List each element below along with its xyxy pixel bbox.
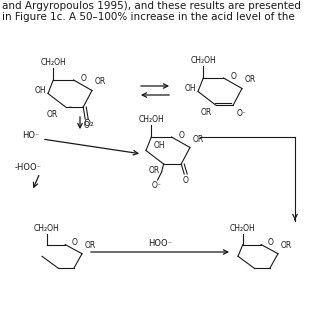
Text: HOO⁻: HOO⁻ — [148, 239, 172, 248]
Text: OR: OR — [281, 241, 292, 250]
Text: OR: OR — [148, 166, 160, 175]
Text: OR: OR — [46, 110, 58, 119]
Text: O: O — [81, 74, 87, 83]
Text: O⁻: O⁻ — [236, 109, 246, 118]
Text: O⁻: O⁻ — [152, 181, 162, 190]
Text: CH₂OH: CH₂OH — [230, 224, 256, 233]
Text: OR: OR — [245, 76, 256, 84]
Text: OR: OR — [200, 108, 212, 117]
Text: in Figure 1c. A 50–100% increase in the acid level of the: in Figure 1c. A 50–100% increase in the … — [2, 12, 295, 22]
Text: O: O — [231, 72, 237, 81]
Text: CH₂OH: CH₂OH — [190, 56, 216, 65]
Text: O: O — [268, 238, 274, 247]
Text: ⁻: ⁻ — [68, 106, 72, 111]
Text: O: O — [182, 176, 188, 185]
Text: CH₂OH: CH₂OH — [139, 115, 164, 124]
Text: O: O — [72, 238, 77, 247]
Text: CH₂OH: CH₂OH — [40, 58, 66, 67]
Text: OH: OH — [34, 86, 46, 95]
Text: CH₂OH: CH₂OH — [34, 224, 60, 233]
Text: HO⁻: HO⁻ — [22, 131, 39, 140]
Text: OH: OH — [184, 84, 196, 93]
Text: and Argyropoulos 1995), and these results are presented: and Argyropoulos 1995), and these result… — [2, 1, 301, 11]
Text: O: O — [83, 121, 89, 130]
Text: O₂: O₂ — [83, 118, 94, 127]
Text: OH: OH — [154, 141, 166, 150]
Text: O: O — [179, 131, 185, 140]
Text: OR: OR — [95, 77, 106, 86]
Text: OR: OR — [193, 134, 204, 143]
Text: OR: OR — [85, 241, 96, 250]
Text: -HOO⁻: -HOO⁻ — [15, 163, 42, 172]
